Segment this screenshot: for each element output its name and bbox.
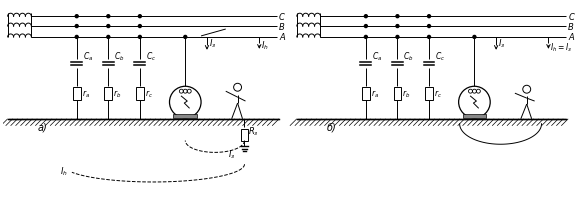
Text: $C_b$: $C_b$ — [114, 51, 124, 63]
Circle shape — [396, 24, 399, 28]
Text: $I_h$: $I_h$ — [60, 165, 68, 178]
Text: $C_c$: $C_c$ — [435, 51, 445, 63]
Circle shape — [396, 15, 399, 18]
Text: $C_a$: $C_a$ — [372, 51, 382, 63]
Bar — [394, 87, 401, 100]
Circle shape — [459, 86, 490, 118]
Text: $I_з$: $I_з$ — [209, 38, 217, 50]
Circle shape — [170, 86, 201, 118]
Circle shape — [473, 35, 476, 38]
Text: $r_b$: $r_b$ — [113, 88, 122, 100]
Text: a): a) — [37, 123, 47, 133]
Text: б): б) — [327, 123, 336, 133]
Circle shape — [364, 24, 367, 28]
Circle shape — [396, 35, 399, 38]
Text: $I_h$: $I_h$ — [261, 40, 269, 52]
Text: $r_a$: $r_a$ — [82, 88, 90, 100]
Text: $C_c$: $C_c$ — [146, 51, 156, 63]
Bar — [463, 114, 486, 118]
Text: A: A — [279, 33, 285, 42]
Text: $I_з$: $I_з$ — [228, 148, 235, 161]
Text: C: C — [568, 13, 574, 22]
Circle shape — [138, 24, 141, 28]
Circle shape — [138, 35, 141, 38]
Circle shape — [75, 35, 78, 38]
Text: $r_a$: $r_a$ — [371, 88, 379, 100]
Text: A: A — [568, 33, 574, 42]
Text: $C_a$: $C_a$ — [83, 51, 93, 63]
Bar — [241, 129, 248, 141]
Bar — [425, 87, 433, 100]
Circle shape — [427, 15, 431, 18]
Text: B: B — [279, 23, 285, 32]
Text: $r_c$: $r_c$ — [145, 88, 153, 100]
Circle shape — [427, 35, 431, 38]
Text: $r_c$: $r_c$ — [434, 88, 442, 100]
Bar — [362, 87, 370, 100]
Text: B: B — [568, 23, 574, 32]
Circle shape — [75, 24, 78, 28]
Bar — [174, 114, 197, 118]
Text: $R_з$: $R_з$ — [248, 126, 259, 138]
Circle shape — [75, 15, 78, 18]
Text: $I_з$: $I_з$ — [498, 38, 505, 50]
Bar — [73, 87, 80, 100]
Circle shape — [364, 35, 367, 38]
Circle shape — [184, 35, 187, 38]
Text: C: C — [279, 13, 285, 22]
Bar — [136, 87, 144, 100]
Circle shape — [138, 15, 141, 18]
Circle shape — [427, 24, 431, 28]
Text: $I_h$$=$$I_з$: $I_h$$=$$I_з$ — [551, 42, 573, 54]
Circle shape — [364, 15, 367, 18]
Text: $r_b$: $r_b$ — [402, 88, 411, 100]
Bar — [104, 87, 112, 100]
Circle shape — [107, 24, 110, 28]
Circle shape — [107, 15, 110, 18]
Text: $C_b$: $C_b$ — [404, 51, 414, 63]
Circle shape — [107, 35, 110, 38]
